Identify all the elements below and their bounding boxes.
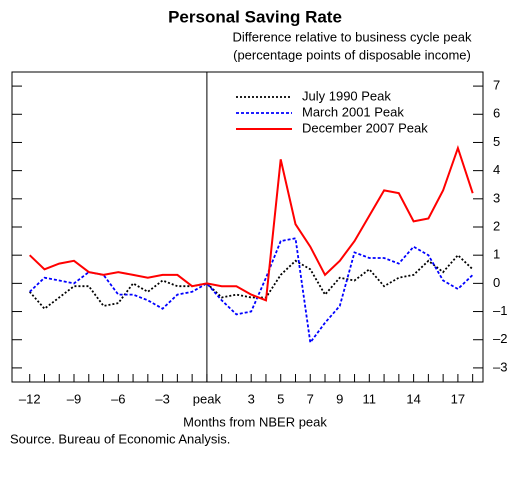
- x-tick-label: 3: [248, 391, 255, 406]
- chart-title: Personal Saving Rate: [168, 7, 342, 26]
- chart-subtitle: Difference relative to business cycle pe…: [233, 29, 472, 44]
- plot-frame: [11, 71, 484, 383]
- x-axis-label: Months from NBER peak: [183, 414, 327, 429]
- y-tick-label: 0: [493, 275, 500, 290]
- chart-subtitle: (percentage points of disposable income): [233, 47, 471, 62]
- y-tick-label: –3: [493, 359, 507, 374]
- x-tick-label: –9: [67, 391, 81, 406]
- legend-label: March 2001 Peak: [302, 104, 404, 119]
- x-tick-label: –3: [155, 391, 169, 406]
- series-line: [29, 237, 474, 345]
- x-tick-label: 9: [336, 391, 343, 406]
- y-tick-label: 6: [493, 106, 500, 121]
- series-line: [29, 253, 474, 310]
- legend-label: December 2007 Peak: [302, 120, 428, 135]
- x-tick-label: peak: [193, 391, 222, 406]
- x-tick-label: 14: [406, 391, 420, 406]
- y-tick-label: –2: [493, 331, 507, 346]
- legend-label: July 1990 Peak: [302, 88, 391, 103]
- y-tick-label: –1: [493, 303, 507, 318]
- y-tick-label: 7: [493, 78, 500, 93]
- y-tick-label: 4: [493, 162, 500, 177]
- series-line: [29, 144, 474, 302]
- x-tick-label: 11: [363, 391, 377, 406]
- x-tick-label: 17: [451, 391, 465, 406]
- y-tick-label: 1: [493, 247, 500, 262]
- source-note: Source. Bureau of Economic Analysis.: [10, 431, 230, 446]
- x-tick-label: –6: [111, 391, 125, 406]
- x-tick-label: 5: [277, 391, 284, 406]
- y-tick-label: 3: [493, 190, 500, 205]
- x-tick-label: 7: [307, 391, 314, 406]
- x-tick-label: –12: [19, 391, 41, 406]
- y-tick-label: 5: [493, 134, 500, 149]
- y-tick-label: 2: [493, 218, 500, 233]
